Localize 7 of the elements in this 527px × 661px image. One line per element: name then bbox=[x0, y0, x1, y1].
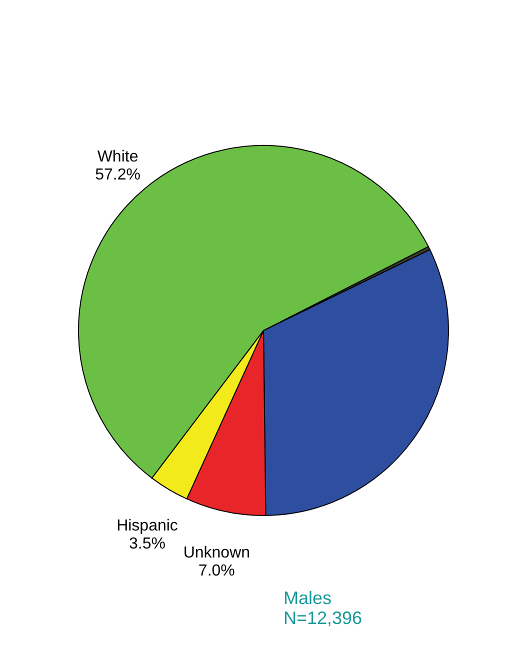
slice-label: Hispanic bbox=[116, 517, 178, 534]
data-label: 7.0% bbox=[198, 562, 235, 580]
data-label: 3.5% bbox=[129, 535, 166, 552]
slice-label: Unknown bbox=[183, 544, 250, 562]
text: Males N=12,396 bbox=[284, 588, 362, 628]
slice-label: White bbox=[97, 148, 138, 166]
data-label: 57.2% bbox=[95, 166, 140, 184]
